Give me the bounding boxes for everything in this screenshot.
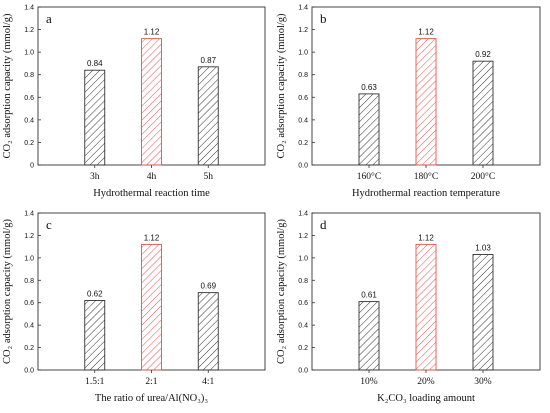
x-tick-label: 2:1: [145, 377, 157, 387]
y-tick-label: 0.6: [24, 95, 34, 102]
value-label: 1.12: [144, 233, 160, 242]
y-tick-label: 0.0: [24, 368, 34, 375]
bar-160°C: [358, 93, 380, 166]
y-tick-label: 0.8: [24, 278, 34, 285]
x-tick-label: 160°C: [357, 171, 381, 182]
y-tick-label: 0.0: [298, 368, 308, 375]
x-tick-label: 4:1: [202, 377, 214, 387]
panel-letter: b: [320, 11, 327, 26]
y-tick-label: 1.2: [24, 27, 34, 34]
y-tick-label: 0.8: [298, 72, 308, 79]
x-tick-label: 20%: [417, 377, 435, 387]
y-tick-label: 1.0: [24, 50, 34, 57]
y-tick-label: 1.0: [24, 255, 34, 262]
bar-200°C: [472, 60, 494, 166]
y-tick-label: 1.0: [298, 50, 308, 57]
y-tick-label: 1.4: [24, 211, 34, 218]
bar-5h: [197, 66, 219, 166]
y-tick-label: 0.4: [298, 117, 308, 124]
y-tick-label: 0.8: [298, 278, 308, 285]
y-axis-title: CO₂ adsorption capacity (mmol/g): [2, 13, 13, 159]
bar-10%: [358, 301, 380, 371]
x-axis-title: Hydrothermal reaction time: [93, 188, 210, 199]
chart-panel-a: 0 0.2 0.4 0.6 0.8 1.0 1.2 1.4 0.84 3h 1.12 4h 0.87 5h…: [2, 5, 266, 199]
bar-2:1: [141, 243, 162, 371]
x-axis-title: Hydrothermal reaction temperature: [352, 188, 500, 199]
x-tick-label: 5h: [204, 172, 214, 182]
bar-30%: [472, 254, 494, 371]
x-tick-label: 180°C: [414, 171, 438, 182]
y-tick-label: 0.2: [24, 140, 34, 147]
y-tick-label: 1.4: [24, 5, 34, 12]
value-label: 0.92: [475, 50, 491, 59]
y-tick-label: 0.6: [298, 300, 308, 307]
y-tick-label: 0.2: [24, 345, 34, 352]
x-tick-label: 4h: [147, 172, 157, 182]
x-tick-label: 200°C: [471, 171, 495, 182]
y-axis-title: CO₂ adsorption capacity (mmol/g): [2, 218, 13, 364]
x-tick-label: 30%: [474, 377, 492, 387]
x-tick-label: 1.5:1: [85, 377, 105, 387]
value-label: 0.63: [361, 83, 377, 92]
y-tick-label: 0.6: [24, 300, 34, 307]
x-tick-label: 3h: [90, 172, 100, 182]
y-axis-title: CO₂ adsorption capacity (mmol/g): [276, 218, 287, 364]
bar-4h: [141, 38, 162, 166]
y-tick-label: 0.2: [298, 345, 308, 352]
y-tick-label: 0: [30, 163, 34, 170]
value-label: 0.61: [361, 291, 377, 300]
y-tick-label: 1.2: [24, 233, 34, 240]
y-tick-label: 0.4: [24, 323, 34, 330]
value-label: 1.12: [144, 28, 160, 37]
y-tick-label: 1.4: [298, 211, 308, 218]
value-label: 1.03: [475, 243, 491, 252]
value-label: 1.12: [418, 233, 434, 242]
value-label: 0.87: [200, 56, 216, 65]
y-tick-label: 1.2: [298, 233, 308, 240]
bar-20%: [415, 243, 437, 371]
value-label: 0.84: [87, 59, 103, 68]
bar-3h: [84, 69, 106, 166]
y-tick-label: 0.2: [298, 140, 308, 147]
chart-panel-d: 0.0 0.2 0.4 0.6 0.8 1.0 1.2 1.4 0.61 10% 1.12 20% 1.…: [276, 211, 541, 404]
panel-letter: a: [46, 11, 52, 26]
x-axis-title: The ratio of urea/Al(NO₃)₃: [95, 393, 208, 404]
y-tick-label: 1.0: [298, 255, 308, 262]
bar-1.5:1: [84, 300, 106, 371]
y-tick-label: 0.4: [24, 117, 34, 124]
y-tick-label: 1.4: [298, 5, 308, 12]
y-tick-label: 0.0: [298, 163, 308, 170]
y-tick-label: 1.2: [298, 27, 308, 34]
panel-letter: d: [320, 217, 327, 232]
value-label: 1.12: [418, 28, 434, 37]
value-label: 0.62: [87, 289, 103, 298]
x-axis-title: K₂CO₃ loading amount: [377, 393, 475, 404]
y-tick-label: 0.4: [298, 323, 308, 330]
y-tick-label: 0.8: [24, 72, 34, 79]
x-tick-label: 10%: [360, 377, 378, 387]
chart-panel-c: 0.0 0.2 0.4 0.6 0.8 1.0 1.2 1.4 0.62 1.5:1 1.12 2:1…: [2, 211, 266, 404]
panel-letter: c: [46, 217, 52, 232]
value-label: 0.69: [200, 282, 216, 291]
y-axis-title: CO₂ adsorption capacity (mmol/g): [276, 13, 287, 159]
y-tick-label: 0.6: [298, 95, 308, 102]
bar-4:1: [197, 292, 219, 371]
chart-panel-b: 0.0 0.2 0.4 0.6 0.8 1.0 1.2 1.4 0.63 160°C 1.12 180…: [276, 5, 541, 199]
bar-180°C: [415, 38, 437, 166]
